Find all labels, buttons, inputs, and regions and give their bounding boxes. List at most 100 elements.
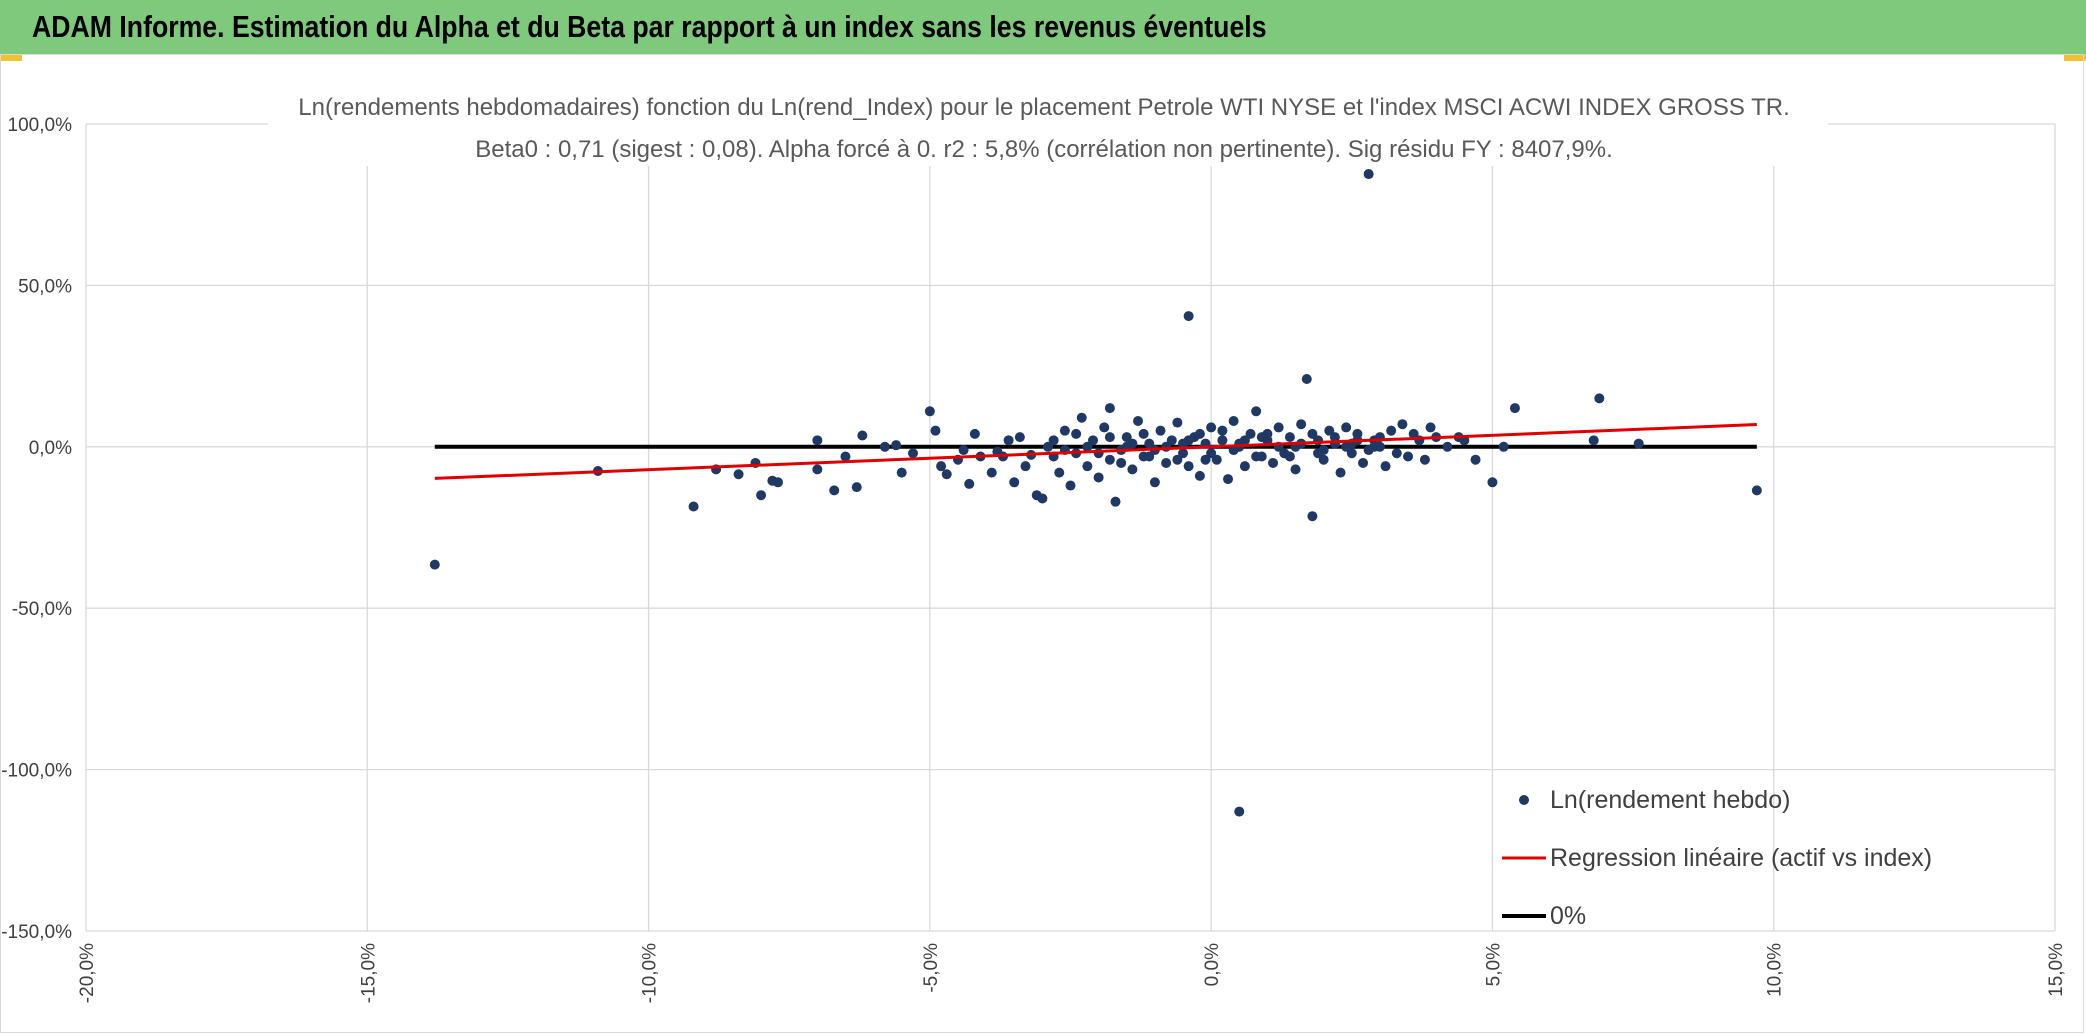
report-title: ADAM Informe. Estimation du Alpha et du … <box>32 9 1267 44</box>
data-point <box>1116 457 1127 468</box>
x-tick-label: -15,0% <box>358 943 379 1003</box>
data-point <box>1487 477 1498 488</box>
data-point <box>1206 448 1217 459</box>
data-point <box>930 425 941 436</box>
data-point <box>1341 422 1352 433</box>
data-point <box>1206 422 1217 433</box>
data-point <box>1374 441 1385 452</box>
chart-title-line1: Ln(rendements hebdomadaires) fonction du… <box>298 94 1789 121</box>
data-point <box>1178 438 1189 449</box>
data-point <box>1588 435 1599 446</box>
data-point <box>1307 511 1318 522</box>
data-point <box>1178 448 1189 459</box>
data-point <box>1194 470 1205 481</box>
data-point <box>756 490 767 501</box>
data-point <box>1104 403 1115 414</box>
legend-label-regression[interactable]: Regression linéaire (actif vs index) <box>1550 844 1932 872</box>
data-point <box>907 448 918 459</box>
data-point <box>1234 806 1245 817</box>
data-point <box>879 441 890 452</box>
data-point <box>812 464 823 475</box>
legend-label-zero[interactable]: 0% <box>1550 902 1586 930</box>
data-point <box>1318 454 1329 465</box>
y-tick-label: -100,0% <box>1 761 72 782</box>
data-point <box>1054 467 1065 478</box>
data-point <box>1217 425 1228 436</box>
data-point <box>1172 454 1183 465</box>
x-tick-label: -10,0% <box>640 943 661 1003</box>
data-point <box>1121 432 1132 443</box>
data-point <box>1088 435 1099 446</box>
report-header: ADAM Informe. Estimation du Alpha et du … <box>0 0 2086 54</box>
data-point <box>1082 461 1093 472</box>
data-point <box>829 485 840 496</box>
grid-lines <box>85 123 2056 932</box>
data-point <box>688 501 699 512</box>
data-point <box>1149 477 1160 488</box>
data-point <box>1014 432 1025 443</box>
data-point <box>1239 461 1250 472</box>
data-point <box>1408 428 1419 439</box>
data-point <box>1009 477 1020 488</box>
data-point <box>1346 448 1357 459</box>
data-point <box>964 478 975 489</box>
data-point <box>1183 311 1194 322</box>
data-point <box>1251 451 1262 462</box>
data-point <box>1138 428 1149 439</box>
data-point <box>429 559 440 570</box>
x-axis-tick-labels: -20,0% -15,0% -10,0% -5,0% 0,0% 5,0% 10,0% 15,0… <box>77 943 2067 1003</box>
data-point <box>1194 428 1205 439</box>
data-point <box>1363 169 1374 180</box>
x-tick-label: 15,0% <box>2046 943 2067 997</box>
y-axis-tick-labels: 100,0% 50,0% 0,0% -50,0% -100,0% -150,0% <box>1 115 72 943</box>
data-point <box>1042 441 1053 452</box>
data-point <box>1104 454 1115 465</box>
data-point <box>1419 454 1430 465</box>
data-point <box>1144 438 1155 449</box>
data-point <box>1391 448 1402 459</box>
data-point <box>1133 415 1144 426</box>
data-point <box>1037 493 1048 504</box>
data-point <box>1284 432 1295 443</box>
data-point <box>851 482 862 493</box>
data-point <box>1403 451 1414 462</box>
data-point <box>891 440 902 451</box>
data-point <box>1172 417 1183 428</box>
data-point <box>1048 435 1059 446</box>
data-point <box>1155 425 1166 436</box>
data-point <box>1076 412 1087 423</box>
data-point <box>1284 451 1295 462</box>
x-tick-label: 5,0% <box>1483 943 1504 986</box>
data-point <box>1296 419 1307 430</box>
data-point <box>936 461 947 472</box>
y-tick-label: -50,0% <box>12 599 72 620</box>
data-point <box>1470 454 1481 465</box>
data-point <box>1071 428 1082 439</box>
corner-marker-right <box>2064 54 2086 61</box>
data-point <box>1301 374 1312 385</box>
data-point <box>1166 435 1177 446</box>
data-point <box>1509 403 1520 414</box>
data-point <box>1335 467 1346 478</box>
data-point <box>1498 441 1509 452</box>
data-point <box>1290 464 1301 475</box>
data-point <box>1329 432 1340 443</box>
x-tick-label: 0,0% <box>1202 943 1223 986</box>
data-point <box>1065 480 1076 491</box>
y-tick-label: 0,0% <box>29 438 72 459</box>
data-point <box>772 477 783 488</box>
x-tick-label: -20,0% <box>77 943 98 1003</box>
legend-label-points[interactable]: Ln(rendement hebdo) <box>1550 786 1790 814</box>
data-point <box>1751 485 1762 496</box>
data-point <box>924 406 935 417</box>
data-point <box>1211 454 1222 465</box>
data-point <box>1313 448 1324 459</box>
data-point <box>1217 435 1228 446</box>
data-point <box>1003 435 1014 446</box>
data-point <box>1161 441 1172 452</box>
y-tick-label: -150,0% <box>1 922 72 943</box>
data-point <box>1251 406 1262 417</box>
corner-marker-left <box>0 54 22 61</box>
data-point <box>1245 428 1256 439</box>
data-point <box>1161 457 1172 468</box>
